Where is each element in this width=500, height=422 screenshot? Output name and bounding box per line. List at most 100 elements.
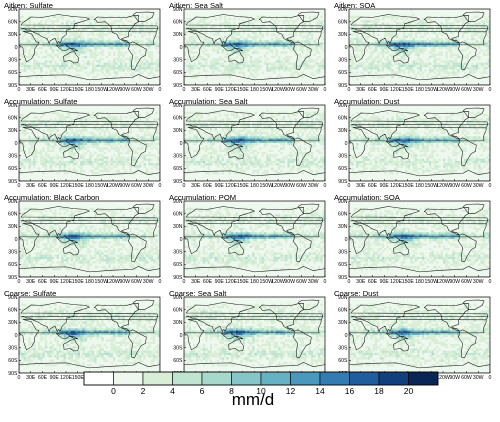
grid-cell <box>138 78 142 81</box>
grid-cell <box>285 60 288 63</box>
grid-cell <box>412 51 415 54</box>
grid-cell <box>396 24 399 27</box>
grid-cell <box>245 44 248 48</box>
grid-cell <box>405 26 408 30</box>
grid-cell <box>87 122 90 126</box>
grid-cell <box>28 151 31 155</box>
grid-cell <box>405 29 408 32</box>
grid-cell <box>372 73 375 77</box>
lat-tick-label: 90S <box>338 83 348 89</box>
grid-cell <box>80 29 83 32</box>
grid-cell <box>445 40 448 43</box>
grid-cell <box>82 38 85 41</box>
grid-cell <box>301 71 304 74</box>
grid-cell <box>120 44 123 48</box>
grid-cell <box>98 44 102 48</box>
grid-cell <box>157 22 160 25</box>
grid-cell <box>374 67 378 70</box>
grid-cell <box>37 35 41 39</box>
grid-cell <box>216 26 220 30</box>
grid-cell <box>398 47 401 50</box>
grid-cell <box>403 40 406 43</box>
grid-cell <box>261 42 264 45</box>
grid-cell <box>207 38 210 41</box>
grid-cell <box>374 58 378 61</box>
grid-cell <box>19 42 22 45</box>
grid-cell <box>73 60 76 63</box>
grid-cell <box>157 42 160 45</box>
grid-cell <box>282 42 286 45</box>
lon-tick-label: 120E <box>60 87 73 93</box>
grid-cell <box>443 80 446 83</box>
grid-cell <box>30 64 34 68</box>
grid-cell <box>410 26 413 30</box>
grid-cell <box>317 29 321 32</box>
grid-cell <box>349 29 352 32</box>
grid-cell <box>301 49 304 52</box>
grid-cell <box>33 47 36 50</box>
grid-cell <box>26 40 29 43</box>
grid-cell <box>388 49 392 52</box>
grid-cell <box>120 80 123 83</box>
grid-cell <box>259 15 262 18</box>
grid-cell <box>75 58 78 61</box>
grid-cell <box>54 15 57 18</box>
grid-cell <box>101 129 104 132</box>
grid-cell <box>426 29 429 32</box>
grid-cell <box>391 31 394 34</box>
grid-cell <box>353 47 357 50</box>
grid-cell <box>433 71 436 74</box>
grid-cell <box>127 73 130 77</box>
grid-cell <box>44 44 48 48</box>
grid-cell <box>33 58 36 61</box>
grid-cell <box>252 76 255 79</box>
grid-cell <box>40 20 43 23</box>
grid-cell <box>212 78 215 81</box>
grid-cell <box>301 60 304 63</box>
grid-cell <box>303 64 307 68</box>
lon-tick-label: 90E <box>50 87 60 93</box>
grid-cell <box>101 33 104 36</box>
grid-cell <box>419 73 422 77</box>
grid-cell <box>292 67 295 70</box>
grid-cell <box>188 51 192 54</box>
grid-cell <box>21 143 24 146</box>
grid-cell <box>115 58 118 61</box>
grid-cell <box>487 15 490 18</box>
grid-cell <box>91 140 95 144</box>
grid-cell <box>198 58 201 61</box>
grid-cell <box>475 78 479 81</box>
grid-cell <box>108 73 111 77</box>
grid-cell <box>386 42 389 45</box>
grid-cell <box>240 47 243 50</box>
grid-cell <box>94 26 97 30</box>
grid-cell <box>464 26 467 30</box>
grid-cell <box>94 64 97 68</box>
grid-cell <box>400 55 404 59</box>
grid-cell <box>19 24 22 27</box>
grid-cell <box>198 62 201 65</box>
grid-cell <box>124 73 128 77</box>
grid-cell <box>87 111 90 114</box>
grid-cell <box>278 62 281 65</box>
grid-cell <box>30 24 34 27</box>
grid-cell <box>44 47 48 50</box>
grid-cell <box>61 147 64 150</box>
grid-cell <box>108 64 111 68</box>
grid-cell <box>19 26 22 30</box>
grid-cell <box>223 64 227 68</box>
grid-cell <box>320 62 323 65</box>
grid-cell <box>186 26 189 30</box>
grid-cell <box>296 17 300 21</box>
grid-cell <box>384 69 387 72</box>
grid-cell <box>157 31 160 34</box>
grid-cell <box>148 122 151 126</box>
grid-cell <box>120 17 123 21</box>
grid-cell <box>51 64 55 68</box>
grid-cell <box>152 71 156 74</box>
grid-cell <box>75 149 78 152</box>
grid-cell <box>66 122 69 126</box>
grid-cell <box>256 60 260 63</box>
grid-cell <box>485 58 488 61</box>
grid-cell <box>322 24 325 27</box>
